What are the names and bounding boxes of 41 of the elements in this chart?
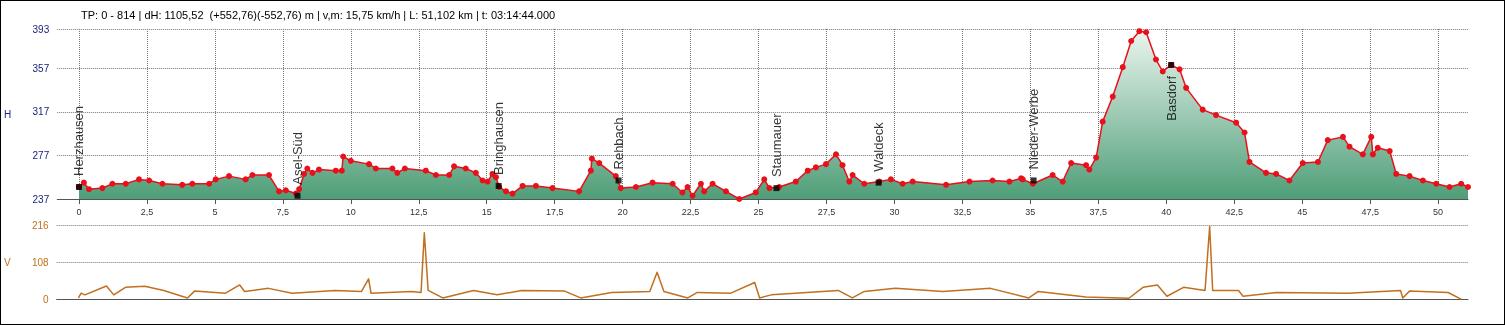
x-tick-label: 45	[1297, 206, 1308, 217]
annotation: Asel-Süd	[290, 131, 306, 185]
y-axis-title: H	[3, 108, 12, 120]
y-axis-title: V	[4, 256, 11, 268]
line-series	[77, 225, 1463, 301]
y-tick-label: 277	[32, 149, 50, 161]
y-tick-label: 357	[32, 62, 50, 74]
annotation: Basdorf	[1163, 75, 1179, 121]
x-tick-label: 12,5	[409, 206, 428, 217]
x-tick-label: 10	[345, 206, 356, 217]
x-tick-label: 37,5	[1089, 206, 1108, 217]
chart-title: TP: 0 - 814 | dH: 1105,52 (+552,76)(-552,76) m | v,m: 15,75 km/h | L: 51,102 km | t: 03:14:44.000	[81, 8, 556, 21]
annotation: Staumauer	[768, 112, 784, 178]
annotation: Nieder-Werbe	[1026, 88, 1042, 170]
annotation: Herzhausen	[71, 105, 87, 177]
x-tick-label: 2,5	[140, 206, 154, 217]
y-tick-label: 317	[32, 106, 50, 118]
x-tick-label: 47,5	[1361, 206, 1379, 217]
annotation: Bringhausen	[491, 101, 507, 175]
x-tick-label: 42,5	[1225, 206, 1243, 217]
x-tick-label: 30	[889, 206, 900, 217]
y-tick-label: 237	[32, 193, 50, 205]
x-tick-label: 15	[481, 206, 492, 217]
x-tick-label: 50	[1433, 206, 1444, 217]
x-tick-label: 17,5	[545, 206, 564, 217]
x-tick-label: 22,5	[681, 206, 700, 217]
y-tick-label: 393	[32, 23, 50, 35]
y-tick-label: 216	[31, 220, 50, 231]
y-tick-label: 0	[43, 293, 50, 305]
y-tick-label: 108	[31, 256, 50, 268]
x-tick-label: 0	[76, 206, 82, 217]
annotation: Rehbach	[611, 117, 627, 170]
x-tick-label: 35	[1025, 206, 1036, 217]
x-tick-label: 32,5	[953, 206, 972, 217]
x-tick-label: 40	[1161, 206, 1172, 217]
x-tick-label: 25	[753, 206, 764, 217]
x-tick-label: 27,5	[817, 206, 836, 217]
x-tick-label: 20	[617, 206, 628, 217]
x-tick-label: 7,5	[276, 206, 290, 217]
x-tick-label: 5	[212, 206, 218, 217]
annotation: Waldeck	[871, 121, 887, 172]
